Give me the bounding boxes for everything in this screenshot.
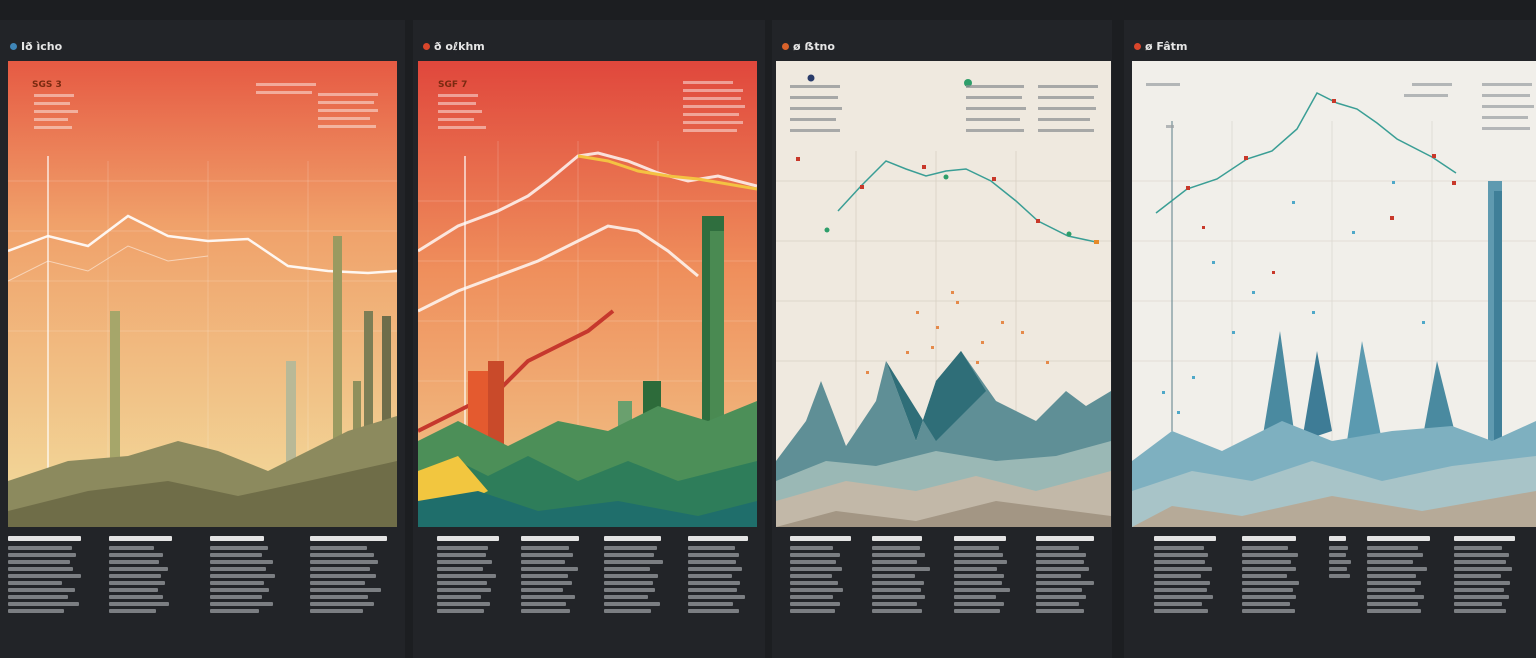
panel-1-title: Ið ìcho (21, 40, 63, 53)
status-dot-icon (423, 43, 430, 50)
text-column (790, 536, 862, 613)
text-column (108, 536, 200, 613)
panel-1-header: Ið ìcho (10, 40, 62, 53)
text-column (437, 536, 511, 613)
text-column (1329, 536, 1356, 613)
panel-3-title: ø ẞtno (793, 40, 835, 53)
text-column (604, 536, 678, 613)
text-column (1036, 536, 1108, 613)
poster-panel-4: ø Fâtm (1124, 20, 1536, 658)
panel-4-text-columns (1154, 536, 1532, 613)
status-dot-icon (782, 43, 789, 50)
poster-panel-1: Ið ìcho (0, 20, 405, 658)
panel-1-illustration: SGS 3 (8, 61, 397, 527)
panel-3-header: ø ẞtno (782, 40, 835, 53)
status-dot-icon (10, 43, 17, 50)
panel-2-text-columns (437, 536, 761, 613)
panel-1-text-columns (8, 536, 401, 613)
text-column (310, 536, 401, 613)
text-column (1366, 536, 1445, 613)
panel-1-label: SGS 3 (32, 80, 62, 90)
panel-2-label: SGF 7 (438, 80, 467, 90)
panel-3-text-columns (790, 536, 1108, 613)
panel-2-illustration: SGF 7 (418, 61, 757, 527)
poster-panel-3: ø ẞtno (772, 20, 1112, 658)
panel-4-header: ø Fâtm (1134, 40, 1187, 53)
panel-1-artwork: SGS 3 (8, 61, 397, 527)
panel-4-illustration (1132, 61, 1536, 527)
panel-3-illustration (776, 61, 1111, 527)
text-column (1154, 536, 1232, 613)
text-column (8, 536, 99, 613)
panel-2-title: ð oℓkhm (434, 40, 485, 53)
text-column (1454, 536, 1532, 613)
panel-2-header: ð oℓkhm (423, 40, 485, 53)
text-column (687, 536, 762, 613)
status-dot-icon (1134, 43, 1141, 50)
poster-panel-2: ð oℓkhm (413, 20, 765, 658)
panel-3-artwork (776, 61, 1111, 527)
panel-4-artwork (1132, 61, 1536, 527)
panel-4-title: ø Fâtm (1145, 40, 1188, 53)
text-column (209, 536, 301, 613)
text-column (520, 536, 595, 613)
text-column (954, 536, 1026, 613)
panel-2-artwork: SGF 7 (418, 61, 757, 527)
text-column (1241, 536, 1320, 613)
text-column (872, 536, 944, 613)
